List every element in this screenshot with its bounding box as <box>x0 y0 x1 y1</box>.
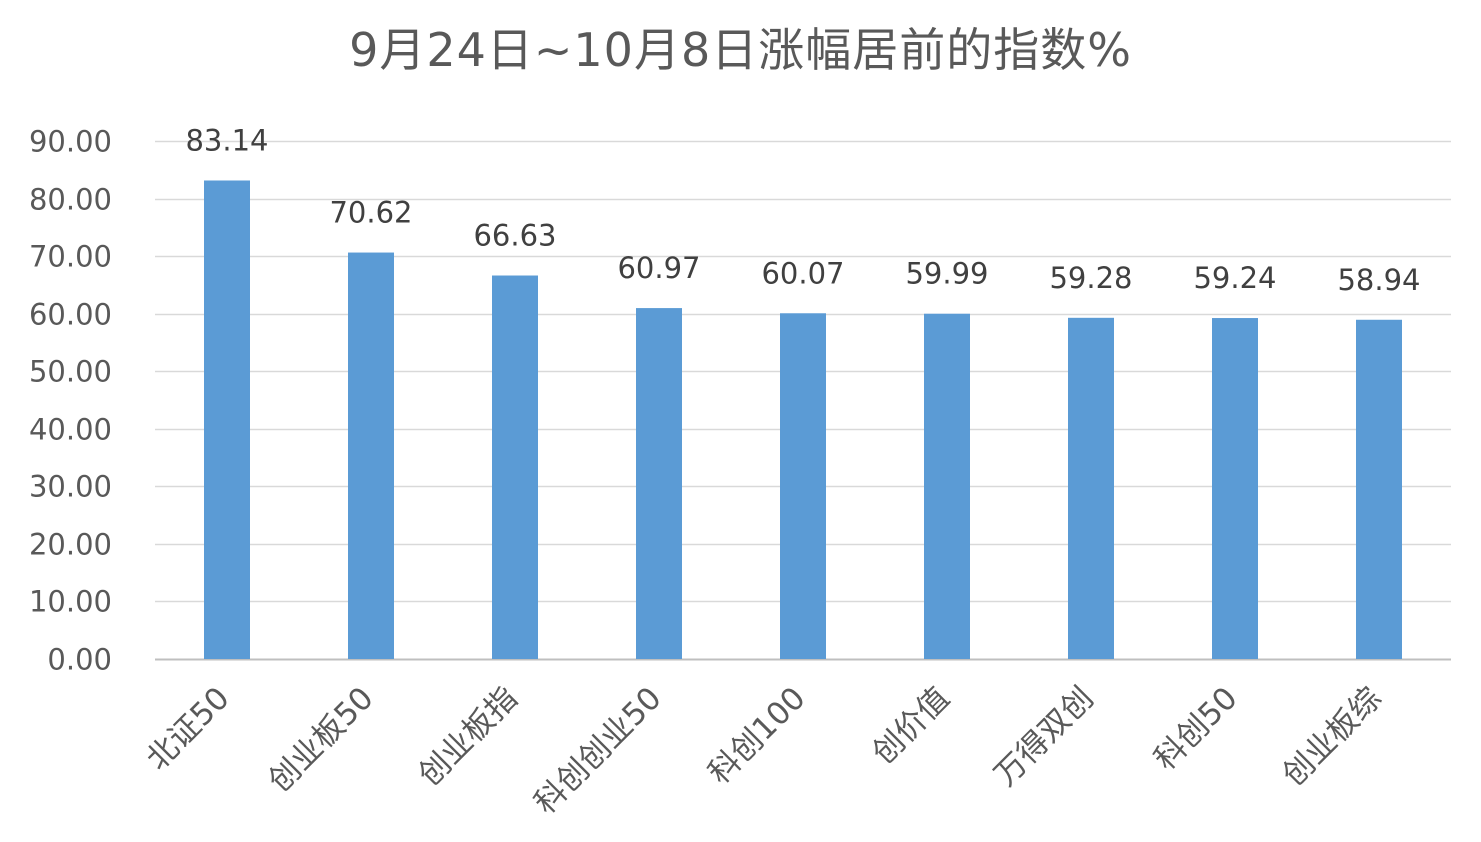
y-tick-label: 70.00 <box>29 240 112 274</box>
data-label: 70.62 <box>329 196 412 230</box>
y-tick-label: 60.00 <box>29 298 112 332</box>
data-label: 83.14 <box>185 123 268 157</box>
x-tick-label: 万得双创 <box>988 680 1101 793</box>
bar <box>348 252 394 659</box>
x-tick-label: 创价值 <box>865 680 956 771</box>
bars <box>204 180 1402 660</box>
y-tick-label: 20.00 <box>29 528 112 562</box>
x-tick-label: 科创创业50 <box>528 680 669 821</box>
x-tick-label: 北证50 <box>139 680 236 777</box>
data-label: 60.07 <box>761 256 844 290</box>
y-tick-label: 30.00 <box>29 470 112 504</box>
chart-title: 9月24日~10月8日涨幅居前的指数% <box>349 23 1132 77</box>
y-tick-label: 40.00 <box>29 413 112 447</box>
data-label: 59.99 <box>905 257 988 291</box>
x-tick-label: 科创100 <box>702 680 813 791</box>
y-tick-label: 50.00 <box>29 355 112 389</box>
bar <box>924 313 970 659</box>
data-label: 59.28 <box>1049 261 1132 295</box>
bar <box>492 275 538 659</box>
data-label: 60.97 <box>617 251 700 285</box>
x-tick-label: 科创50 <box>1147 680 1244 777</box>
bar <box>1212 318 1258 659</box>
bar <box>204 180 250 660</box>
data-label: 59.24 <box>1193 261 1276 295</box>
bar <box>1356 319 1402 659</box>
y-tick-label: 80.00 <box>29 183 112 217</box>
data-labels: 83.14 70.62 66.63 60.97 60.07 59.99 59.28 59.24… <box>185 123 1420 296</box>
y-tick-label: 10.00 <box>29 585 112 619</box>
data-label: 66.63 <box>473 219 556 253</box>
x-axis-ticks: 北证50 创业板50 创业板指 科创创业50 科创100 创价值 万得双创 科创50 创业板综 <box>139 680 1388 821</box>
data-label: 58.94 <box>1337 263 1420 297</box>
bar <box>1068 317 1114 659</box>
y-tick-label: 0.00 <box>47 643 112 677</box>
y-tick-label: 90.00 <box>29 125 112 159</box>
y-axis-ticks: 0.00 10.00 20.00 30.00 40.00 50.00 60.00 70.00 8… <box>29 125 112 677</box>
x-tick-label: 创业板50 <box>262 680 381 799</box>
x-tick-label: 创业板综 <box>1276 680 1389 793</box>
x-tick-label: 创业板指 <box>412 680 525 793</box>
bar <box>780 313 826 659</box>
bar <box>636 308 682 659</box>
